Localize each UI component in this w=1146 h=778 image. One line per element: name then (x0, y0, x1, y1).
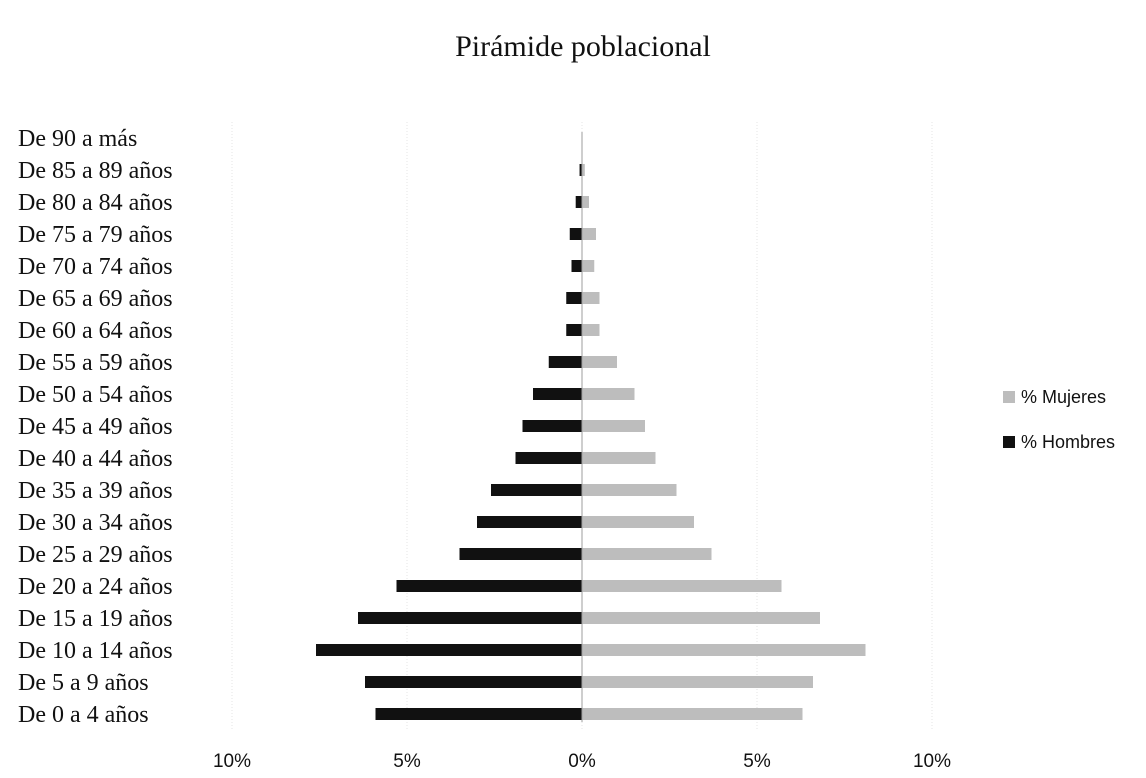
x-tick-label: 5% (743, 751, 771, 772)
bar-hombres-2 (316, 644, 582, 656)
x-tick-label: 5% (393, 751, 421, 772)
x-tick-label: 10% (213, 751, 251, 772)
bar-hombres-17 (579, 164, 582, 176)
legend: % Mujeres % Hombres (1003, 387, 1115, 452)
bar-hombres-13 (566, 292, 582, 304)
bar-hombres-10 (533, 388, 582, 400)
category-label: De 90 a más (18, 126, 137, 152)
category-label: De 80 a 84 años (18, 190, 173, 216)
bar-mujeres-9 (582, 420, 645, 432)
bar-hombres-0 (375, 708, 582, 720)
bar-mujeres-17 (582, 164, 585, 176)
bar-mujeres-14 (582, 260, 595, 272)
bar-hombres-1 (365, 676, 582, 688)
bars (316, 132, 866, 722)
bar-mujeres-8 (582, 452, 656, 464)
bar-mujeres-7 (582, 484, 677, 496)
legend-label-mujeres: % Mujeres (1021, 387, 1106, 407)
category-label: De 15 a 19 años (18, 606, 173, 632)
bar-hombres-8 (515, 452, 582, 464)
category-label: De 40 a 44 años (18, 446, 173, 472)
category-label: De 5 a 9 años (18, 670, 149, 696)
bar-mujeres-0 (582, 708, 803, 720)
bar-hombres-7 (491, 484, 582, 496)
bar-hombres-15 (569, 228, 582, 240)
bar-mujeres-5 (582, 548, 712, 560)
bar-mujeres-4 (582, 580, 782, 592)
bar-hombres-6 (477, 516, 582, 528)
x-tick-label: 10% (913, 751, 951, 772)
category-label: De 60 a 64 años (18, 318, 173, 344)
bar-mujeres-2 (582, 644, 866, 656)
category-label: De 20 a 24 años (18, 574, 173, 600)
category-label: De 10 a 14 años (18, 638, 173, 664)
bar-hombres-9 (522, 420, 582, 432)
bar-hombres-12 (566, 324, 582, 336)
bar-mujeres-16 (582, 196, 589, 208)
bar-mujeres-6 (582, 516, 694, 528)
chart-title: Pirámide poblacional (455, 30, 711, 63)
category-label: De 45 a 49 años (18, 414, 173, 440)
category-label: De 55 a 59 años (18, 350, 173, 376)
bar-hombres-3 (358, 612, 582, 624)
category-label: De 65 a 69 años (18, 286, 173, 312)
category-label: De 50 a 54 años (18, 382, 173, 408)
x-tick-labels: 10% 5% 0% 5% 10% (213, 751, 951, 772)
x-tick-label: 0% (568, 751, 596, 772)
category-labels: De 0 a 4 años De 5 a 9 años De 10 a 14 año… (18, 126, 173, 728)
bar-mujeres-10 (582, 388, 635, 400)
category-label: De 30 a 34 años (18, 510, 173, 536)
category-label: De 75 a 79 años (18, 222, 173, 248)
category-label: De 25 a 29 años (18, 542, 173, 568)
bar-mujeres-15 (582, 228, 596, 240)
bar-mujeres-12 (582, 324, 600, 336)
category-label: De 35 a 39 años (18, 478, 173, 504)
bar-hombres-14 (571, 260, 582, 272)
bar-hombres-4 (396, 580, 582, 592)
bar-mujeres-13 (582, 292, 600, 304)
bar-hombres-5 (459, 548, 582, 560)
bar-mujeres-11 (582, 356, 617, 368)
category-label: De 70 a 74 años (18, 254, 173, 280)
bar-hombres-16 (575, 196, 582, 208)
bar-mujeres-1 (582, 676, 813, 688)
legend-swatch-hombres (1003, 436, 1015, 448)
bar-mujeres-3 (582, 612, 820, 624)
legend-swatch-mujeres (1003, 391, 1015, 403)
category-label: De 0 a 4 años (18, 702, 149, 728)
category-label: De 85 a 89 años (18, 158, 173, 184)
bar-hombres-11 (548, 356, 582, 368)
legend-label-hombres: % Hombres (1021, 432, 1115, 452)
